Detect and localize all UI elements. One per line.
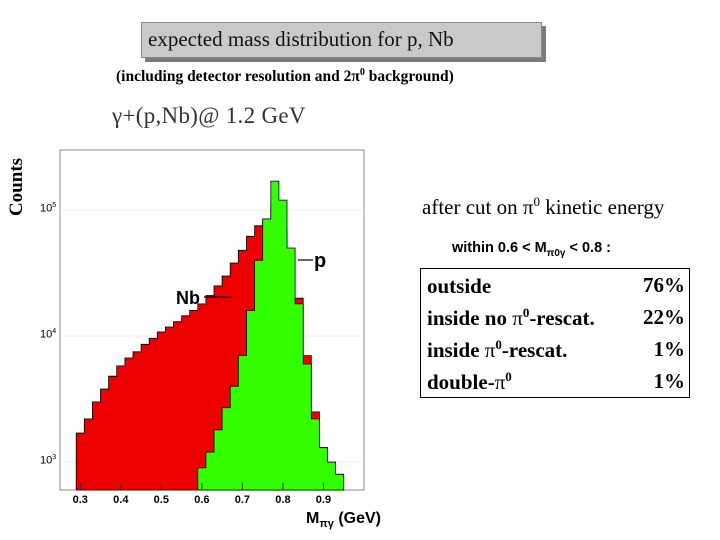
x-tick-label: 0.4 bbox=[113, 494, 129, 506]
subtitle-superscript: 0 bbox=[359, 67, 365, 78]
y-tick-label: 105 bbox=[40, 202, 57, 215]
result-row-inside-no-rescat: inside no π0-rescat. 22% bbox=[421, 301, 689, 333]
nb-series-label: Nb bbox=[176, 288, 200, 308]
y-tick-label: 104 bbox=[40, 328, 57, 341]
result-row-double-pi: double-π0 1% bbox=[421, 365, 689, 397]
y-axis-title: Counts bbox=[6, 150, 46, 230]
title-banner: expected mass distribution for p, Nb bbox=[141, 22, 542, 58]
cut-description: after cut on π0 kinetic energy bbox=[422, 194, 664, 220]
result-value: 22% bbox=[643, 305, 685, 329]
result-label: outside bbox=[427, 274, 492, 298]
cut-text-pre: after cut on π bbox=[422, 195, 534, 219]
x-tick-label: 0.3 bbox=[72, 494, 88, 506]
x-tick-label: 0.5 bbox=[153, 494, 169, 506]
x-tick-label: 0.9 bbox=[315, 494, 332, 506]
within-post: < 0.8 : bbox=[565, 240, 611, 256]
x-axis-title: Mπγ (GeV) bbox=[306, 510, 381, 530]
x-tick-label: 0.8 bbox=[275, 494, 291, 506]
p-histogram bbox=[197, 180, 345, 491]
y-axis-label: Counts bbox=[6, 157, 28, 217]
within-pre: within 0.6 < M bbox=[452, 240, 547, 256]
mass-window: within 0.6 < Mπ0γ < 0.8 : bbox=[452, 240, 611, 259]
results-table: outside 76% inside no π0-rescat. 22% ins… bbox=[420, 268, 690, 398]
result-label: inside no π0-rescat. bbox=[427, 305, 595, 330]
x-tick-marks bbox=[79, 483, 324, 490]
within-sub: π0γ bbox=[546, 247, 566, 259]
subtitle: (including detector resolution and 2π0 b… bbox=[116, 67, 454, 86]
subtitle-text-post: background) bbox=[364, 68, 454, 86]
x-axis-label-sub: πγ bbox=[319, 518, 334, 531]
result-value: 1% bbox=[653, 337, 686, 361]
result-row-outside: outside 76% bbox=[421, 269, 689, 301]
result-label: double-π0 bbox=[427, 369, 512, 394]
result-label: inside π0-rescat. bbox=[427, 337, 568, 362]
x-tick-label: 0.7 bbox=[234, 494, 251, 506]
slide-title: expected mass distribution for p, Nb bbox=[148, 27, 454, 51]
y-tick-label: 103 bbox=[40, 454, 57, 467]
x-axis-label-main: M bbox=[306, 510, 320, 527]
cut-text-post: kinetic energy bbox=[539, 195, 665, 219]
chart-title: γ+(p,Nb)@ 1.2 GeV bbox=[112, 103, 306, 128]
subtitle-text-pre: (including detector resolution and 2π bbox=[116, 68, 360, 86]
x-tick-label: 0.6 bbox=[194, 494, 210, 506]
result-value: 1% bbox=[653, 369, 686, 393]
result-row-inside-rescat: inside π0-rescat. 1% bbox=[421, 333, 689, 365]
p-series-label: p bbox=[314, 250, 327, 272]
result-value: 76% bbox=[643, 273, 685, 297]
x-axis-label-unit: (GeV) bbox=[333, 510, 381, 527]
cut-text-sup: 0 bbox=[533, 194, 540, 209]
